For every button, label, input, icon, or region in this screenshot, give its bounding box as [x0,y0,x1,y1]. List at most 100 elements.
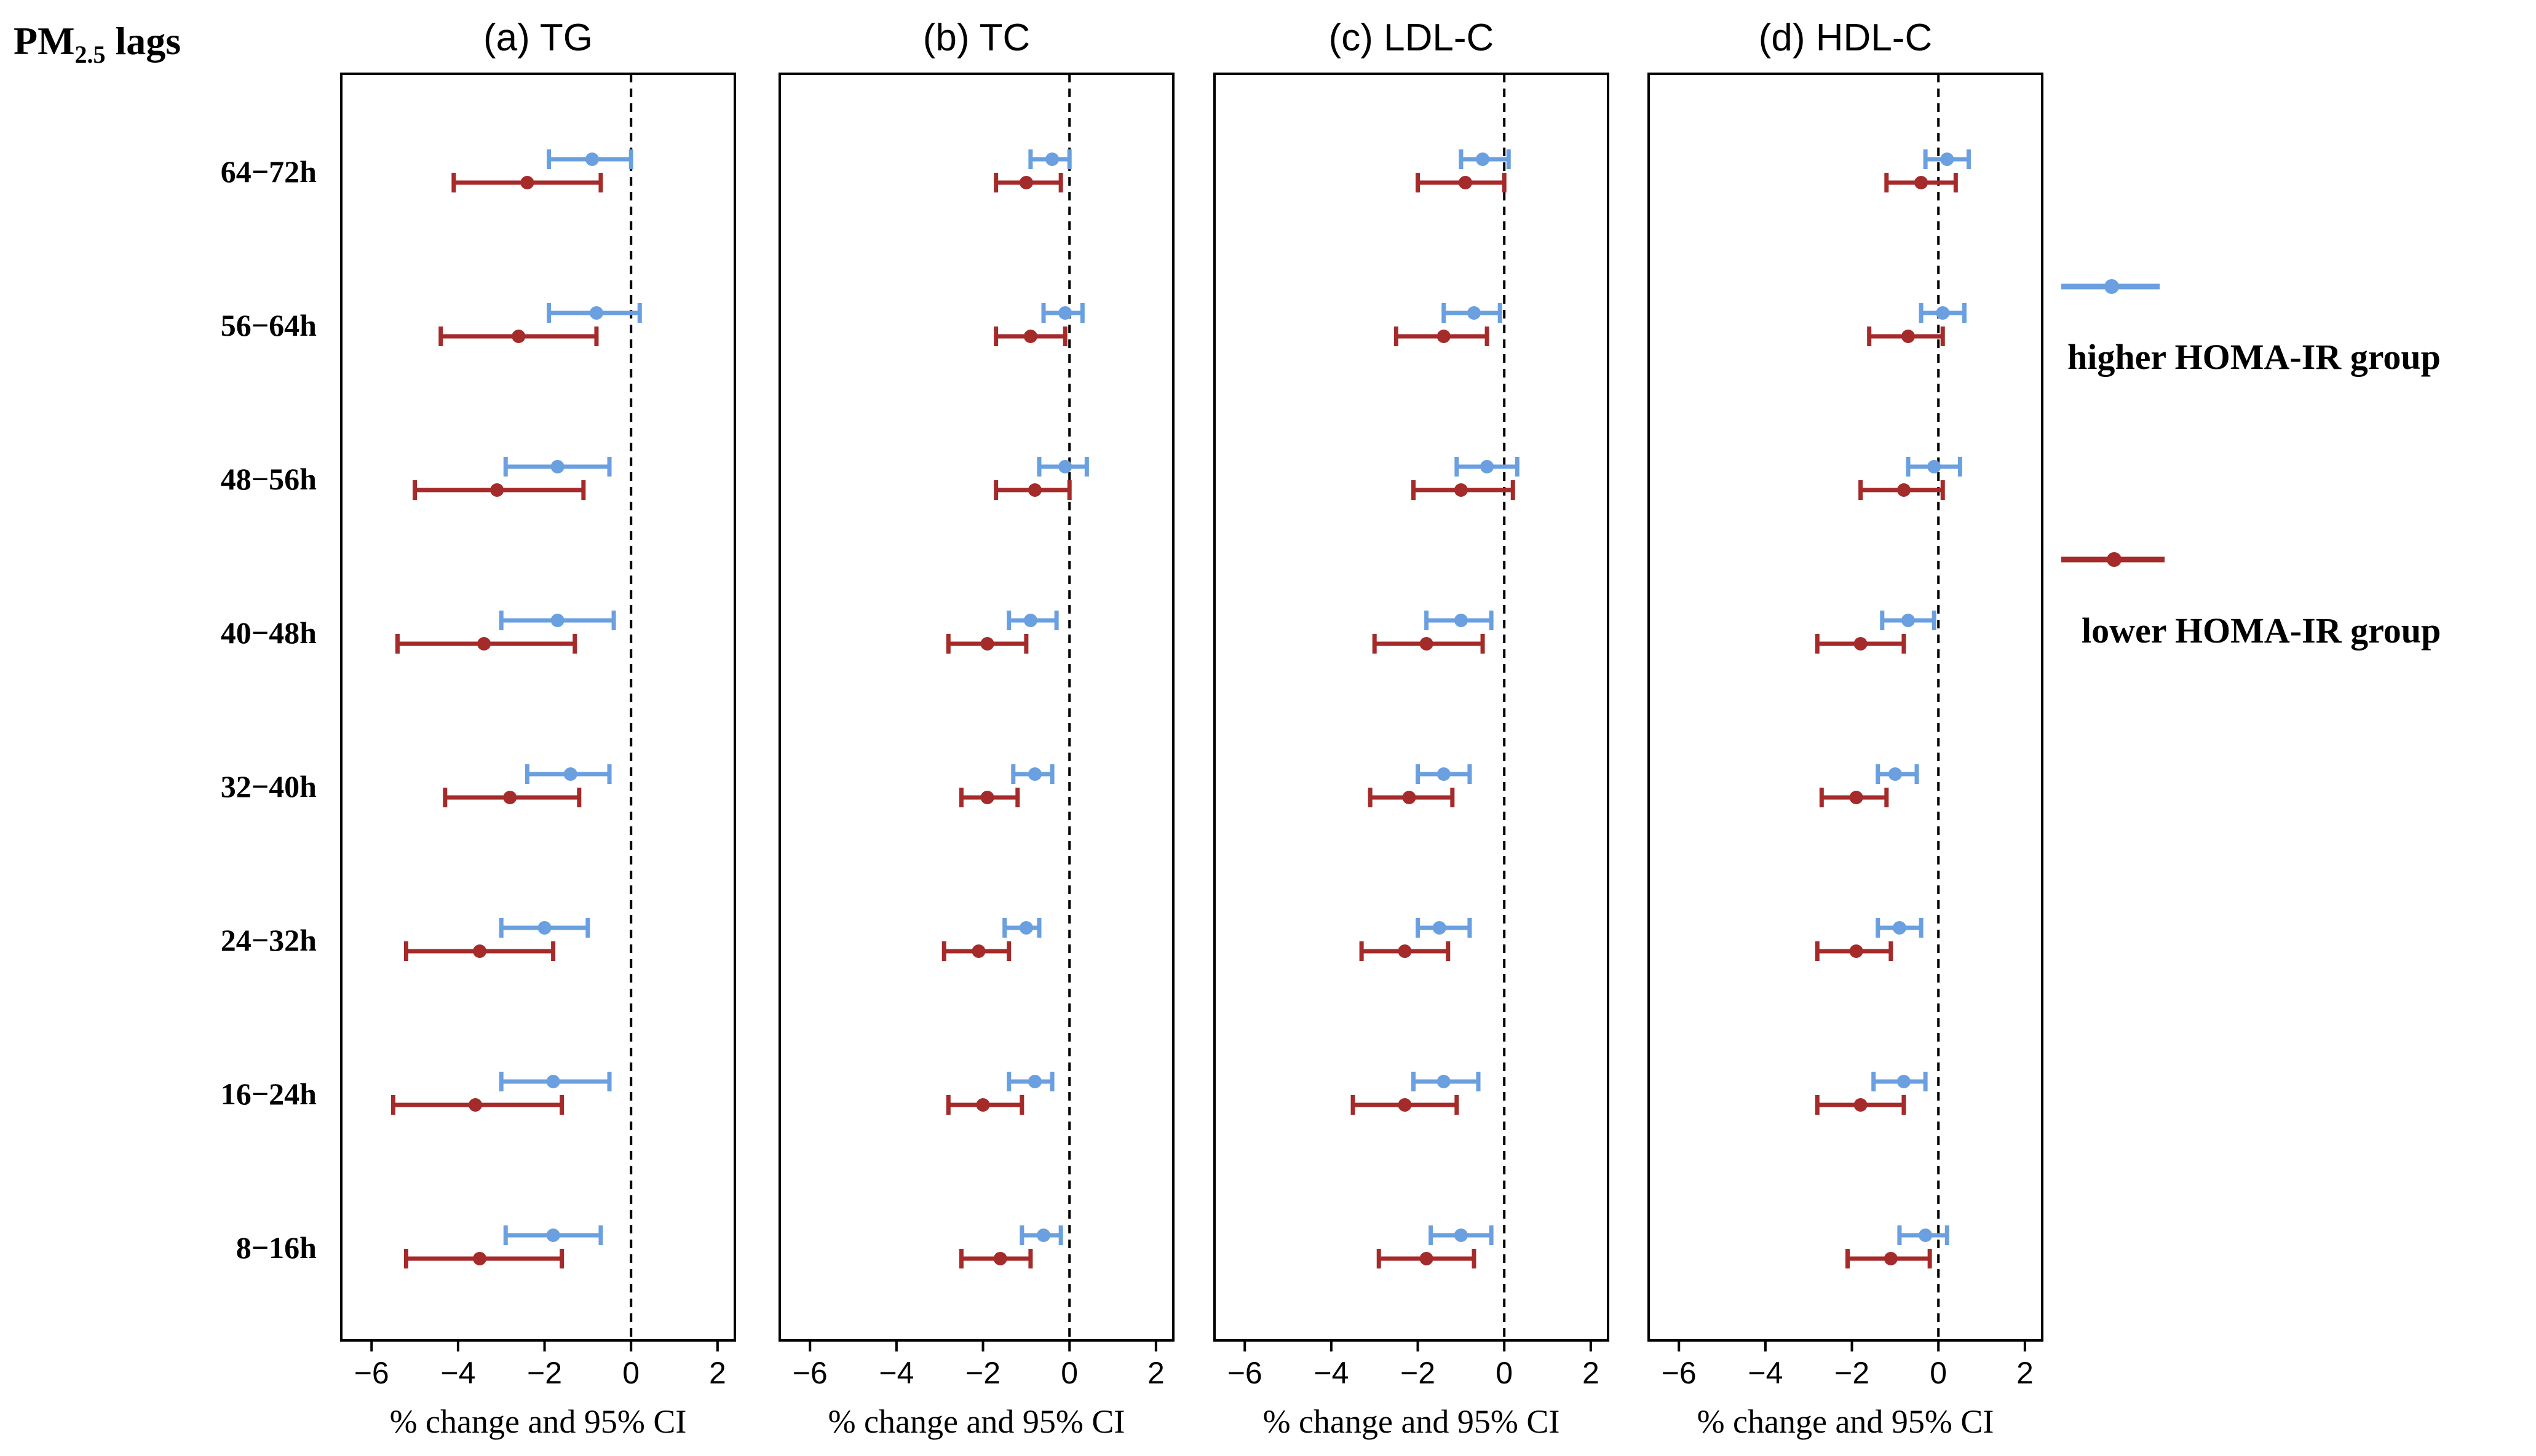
point-estimate [1458,176,1472,189]
point-estimate [1436,767,1451,781]
row-label: 48−56h [221,462,317,496]
panel: (b) TC −6 −4 −2 0 2 % change and 95% CI [779,17,1175,1440]
point-estimate [1853,637,1868,651]
point-estimate [512,330,526,343]
point-estimate [1849,791,1863,804]
panel-title: (b) TC [923,17,1031,59]
point-estimate [1896,1075,1911,1088]
legend-item: lower HOMA-IR group [2061,552,2441,651]
point-estimate [1919,1228,1933,1242]
point-estimate [1853,1098,1868,1112]
legend-label: lower HOMA-IR group [2082,611,2441,651]
x-tick-label: 0 [622,1356,640,1390]
row-label: 8−16h [236,1230,317,1265]
point-estimate [1023,330,1037,343]
point-estimate [490,483,504,497]
row-label: 40−48h [221,615,317,650]
point-estimate [972,944,986,958]
legend-item: higher HOMA-IR group [2061,279,2441,377]
point-estimate [1940,152,1954,166]
row-label: 64−72h [221,154,317,189]
point-estimate [1419,637,1433,651]
point-estimate [563,767,577,781]
row-label: 24−32h [221,923,317,957]
x-axis-label: % change and 95% CI [1263,1403,1560,1440]
row-label: 32−40h [221,769,317,804]
point-estimate [1914,176,1928,189]
panel-title: (c) LDL-C [1329,17,1494,59]
x-tick-label: −4 [879,1356,914,1390]
x-tick-label: 0 [1496,1356,1513,1390]
panel-frame [1213,73,1609,1342]
x-tick-label: 2 [1582,1356,1599,1390]
point-estimate [1045,152,1060,166]
point-estimate [473,944,487,958]
x-tick-label: 0 [1061,1356,1078,1390]
x-tick-label: −2 [1834,1356,1869,1390]
point-estimate [550,614,565,627]
point-estimate [1884,1252,1898,1265]
point-estimate [473,1252,487,1265]
x-tick-label: 0 [1930,1356,1947,1390]
point-estimate [993,1252,1007,1265]
x-axis-label: % change and 95% CI [828,1403,1125,1440]
point-estimate [1028,767,1042,781]
point-estimate [1467,306,1481,320]
point-estimate [585,152,599,166]
row-label: 56−64h [221,308,317,342]
point-estimate [537,921,552,935]
x-tick-label: 2 [709,1356,726,1390]
point-estimate [1454,1228,1468,1242]
x-tick-label: −4 [1314,1356,1349,1390]
point-estimate [1892,921,1906,935]
point-estimate [976,1098,990,1112]
point-estimate [550,460,565,473]
x-tick-label: −4 [440,1356,475,1390]
point-estimate [1398,944,1412,958]
panel: (c) LDL-C −6 −4 −2 0 2 % change and 95% CI [1213,17,1609,1440]
point-estimate [1023,614,1037,627]
x-tick-label: −6 [354,1356,389,1390]
x-tick-label: −2 [1400,1356,1435,1390]
point-estimate [1480,460,1494,473]
point-estimate [503,791,517,804]
point-estimate [1058,306,1072,320]
legend-swatch-point [2104,279,2119,294]
point-estimate [1436,330,1451,343]
point-estimate [1454,483,1468,497]
panel-title: (d) HDL-C [1759,17,1932,59]
panels: (a) TG −6 −4 −2 0 2 % change and 95% CI (b) TC −… [340,17,2043,1440]
panel-frame [340,73,736,1342]
x-tick-label: −4 [1748,1356,1783,1390]
legend-swatch-point [2107,552,2122,567]
panel-frame [1647,73,2043,1342]
point-estimate [980,791,994,804]
x-tick-label: −6 [793,1356,828,1390]
point-estimate [546,1228,560,1242]
point-estimate [1849,944,1863,958]
legend: higher HOMA-IR group lower HOMA-IR group [2061,279,2441,651]
point-estimate [520,176,534,189]
point-estimate [1028,483,1042,497]
y-axis-title-main: PM [14,19,75,63]
point-estimate [1028,1075,1042,1088]
point-estimate [589,306,603,320]
x-tick-label: −2 [965,1356,1001,1390]
x-tick-label: −6 [1227,1356,1262,1390]
point-estimate [546,1075,560,1088]
point-estimate [1901,330,1915,343]
point-estimate [1936,306,1950,320]
point-estimate [1476,152,1490,166]
panel: (d) HDL-C −6 −4 −2 0 2 % change and 95% CI [1647,17,2043,1440]
point-estimate [1398,1098,1412,1112]
point-estimate [1888,767,1902,781]
point-estimate [1419,1252,1433,1265]
x-tick-label: −6 [1662,1356,1697,1390]
point-estimate [1402,791,1416,804]
row-labels: 64−72h 56−64h 48−56h 40−48h 32−40h 24−32h 16−2… [221,154,317,1265]
panel: (a) TG −6 −4 −2 0 2 % change and 95% CI [340,17,736,1440]
x-tick-label: 2 [1147,1356,1165,1390]
x-axis-label: % change and 95% CI [390,1403,687,1440]
legend-label: higher HOMA-IR group [2067,337,2441,377]
